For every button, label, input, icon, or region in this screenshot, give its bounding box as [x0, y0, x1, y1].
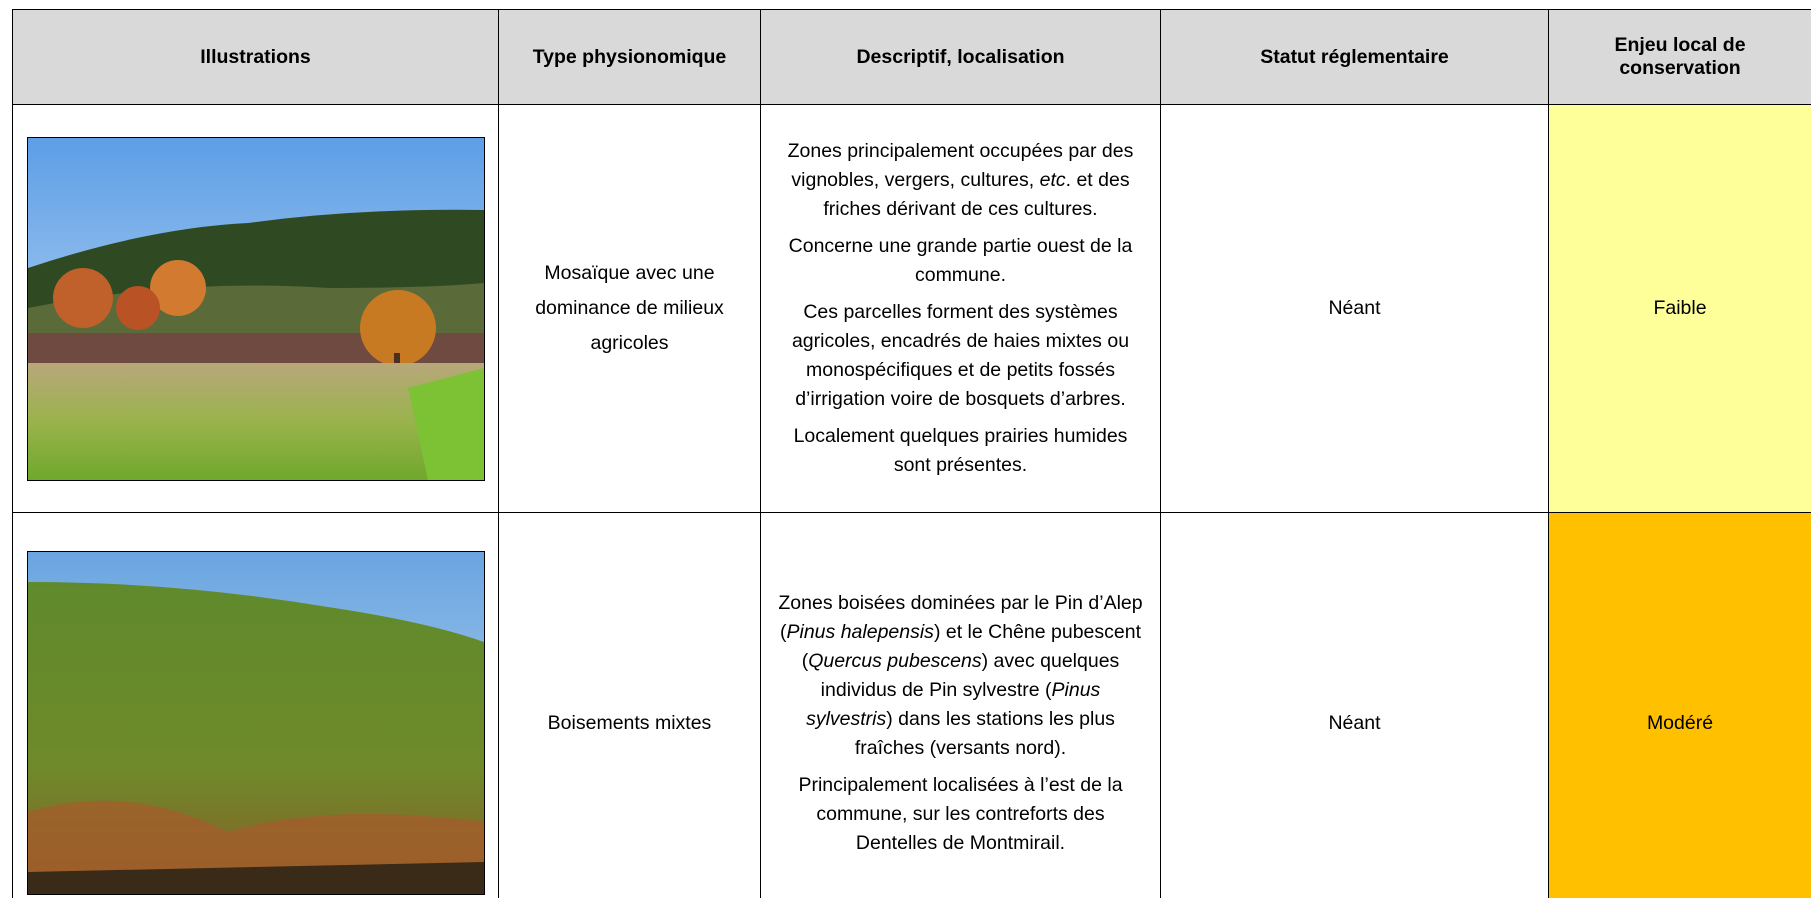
illustration-cell: [12, 104, 499, 513]
table-row: Boisements mixtes Zones boisées dominées…: [12, 512, 1811, 898]
description-paragraph: Zones principalement occupées par des vi…: [775, 137, 1146, 224]
stake-cell: Modéré: [1548, 512, 1811, 898]
italic-text: Pinus halepensis: [786, 620, 934, 643]
description-paragraph: Ces parcelles forment des systèmes agric…: [775, 298, 1146, 414]
text: Localement quelques prairies humides son…: [793, 425, 1128, 476]
column-header: Enjeu local de conservation: [1548, 9, 1811, 105]
status-cell: Néant: [1160, 512, 1549, 898]
text: ) dans les stations les plus fraîches (v…: [854, 707, 1115, 759]
photo: [26, 136, 485, 481]
italic-text: Pinus sylvestris: [806, 678, 1101, 730]
text: ) avec quelques individus de Pin sylvest…: [820, 649, 1120, 701]
column-header: Illustrations: [12, 9, 499, 105]
text: Ces parcelles forment des systèmes agric…: [791, 301, 1130, 410]
header-row: Illustrations Type physionomique Descrip…: [12, 9, 1811, 105]
habitat-table: Illustrations Type physionomique Descrip…: [12, 9, 1811, 898]
photo: [26, 551, 485, 895]
text: Concerne une grande partie ouest de la c…: [788, 235, 1133, 286]
illustration-cell: [12, 512, 499, 898]
column-header: Type physionomique: [498, 9, 761, 105]
text: Principalement localisées à l’est de la …: [798, 773, 1123, 854]
text: Zones principalement occupées par des vi…: [787, 140, 1134, 191]
description-paragraph: Concerne une grande partie ouest de la c…: [775, 232, 1146, 290]
stake-cell: Faible: [1548, 104, 1811, 513]
column-header: Statut réglementaire: [1160, 9, 1549, 105]
description-paragraph: Localement quelques prairies humides son…: [775, 422, 1146, 480]
type-cell: Mosaïque avec une dominance de milieux a…: [498, 104, 761, 513]
description-cell: Zones principalement occupées par des vi…: [760, 104, 1161, 513]
description-paragraph: Zones boisées dominées par le Pin d’Alep…: [775, 589, 1146, 763]
description-cell: Zones boisées dominées par le Pin d’Alep…: [760, 512, 1161, 898]
description-paragraph: Principalement localisées à l’est de la …: [775, 771, 1146, 858]
column-header: Descriptif, localisation: [760, 9, 1161, 105]
text: . et des friches dérivant de ces culture…: [823, 169, 1130, 220]
italic-text: Quercus pubescens: [808, 649, 982, 672]
text: Zones boisées dominées par le Pin d’Alep…: [778, 591, 1143, 643]
type-cell: Boisements mixtes: [498, 512, 761, 898]
italic-text: etc: [1039, 169, 1066, 191]
text: ) et le Chêne pubescent (: [801, 620, 1141, 672]
status-cell: Néant: [1160, 104, 1549, 513]
table-row: Mosaïque avec une dominance de milieux a…: [12, 104, 1811, 513]
